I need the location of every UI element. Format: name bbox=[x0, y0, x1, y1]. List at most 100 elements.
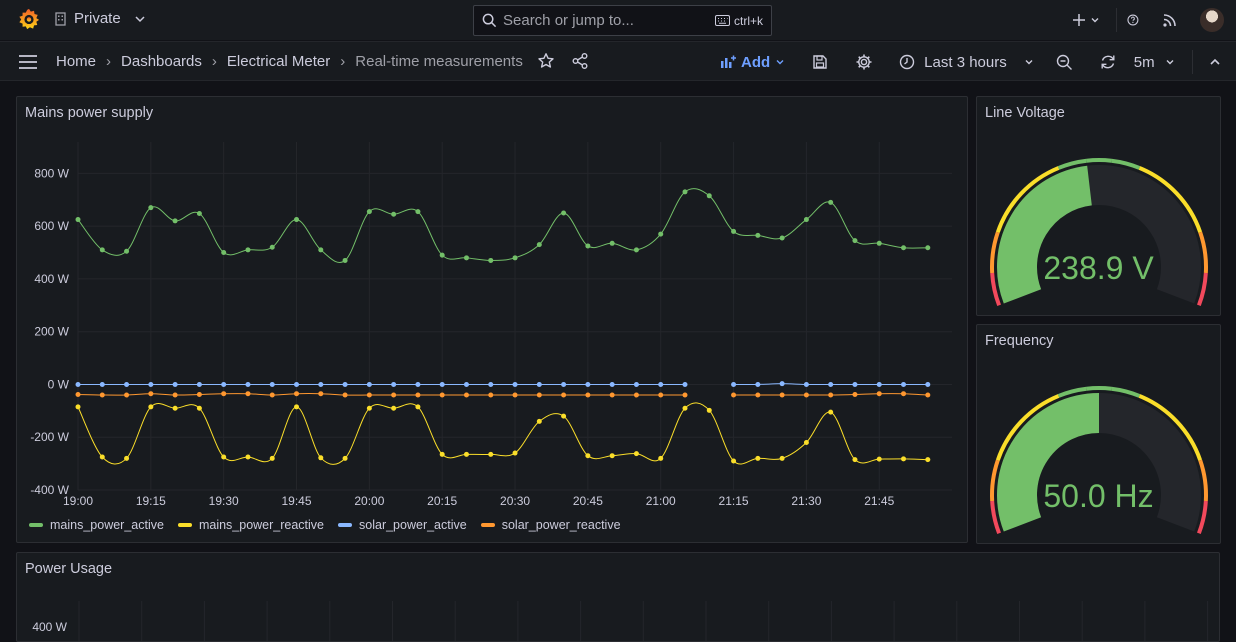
breadcrumb-separator-icon: › bbox=[211, 53, 217, 70]
chevron-down-icon bbox=[1091, 18, 1099, 23]
time-range-picker[interactable]: Last 3 hours bbox=[899, 54, 1034, 71]
data-point bbox=[755, 392, 761, 398]
chart-grid bbox=[77, 142, 952, 491]
data-point bbox=[172, 381, 178, 387]
data-point bbox=[124, 455, 130, 461]
breadcrumb-dashboards[interactable]: Dashboards bbox=[121, 53, 202, 70]
threshold-band bbox=[1197, 500, 1208, 535]
data-point bbox=[391, 392, 397, 398]
breadcrumb-current: Real-time measurements bbox=[355, 53, 523, 70]
data-point bbox=[439, 392, 445, 398]
data-point bbox=[901, 391, 907, 397]
series-line bbox=[77, 393, 685, 396]
data-point bbox=[366, 381, 372, 387]
settings-gear-icon[interactable] bbox=[855, 53, 873, 71]
clock-icon bbox=[899, 54, 915, 70]
data-point bbox=[294, 404, 300, 410]
data-point bbox=[463, 255, 469, 261]
building-icon bbox=[55, 11, 66, 26]
legend-item[interactable]: mains_power_reactive bbox=[177, 518, 324, 532]
data-point bbox=[633, 247, 639, 253]
timeseries-chart[interactable]: 800 W 600 W 400 W 200 W 0 W -200 W -400 W19:00… bbox=[17, 97, 967, 517]
legend-item[interactable]: mains_power_active bbox=[29, 518, 164, 532]
refresh-interval-picker[interactable]: 5m bbox=[1134, 54, 1175, 71]
star-icon[interactable] bbox=[537, 52, 555, 70]
data-point bbox=[658, 231, 664, 237]
data-point bbox=[269, 381, 275, 387]
breadcrumb-home[interactable]: Home bbox=[56, 53, 97, 70]
legend-item[interactable]: solar_power_reactive bbox=[480, 518, 621, 532]
series-mains-power-active bbox=[75, 188, 931, 263]
legend-item[interactable]: solar_power_active bbox=[338, 518, 467, 532]
refresh-icon[interactable] bbox=[1099, 53, 1117, 71]
help-icon[interactable] bbox=[1116, 8, 1140, 32]
collapse-chevron-up-icon[interactable] bbox=[1208, 55, 1222, 69]
search-icon bbox=[482, 13, 497, 28]
data-point bbox=[124, 248, 130, 254]
data-point bbox=[318, 455, 324, 461]
data-point bbox=[682, 392, 688, 398]
data-point bbox=[366, 392, 372, 398]
data-point bbox=[901, 381, 907, 387]
data-point bbox=[439, 252, 445, 258]
gauge-fill bbox=[997, 393, 1100, 532]
data-point bbox=[488, 451, 494, 457]
breadcrumb: Home › Dashboards › Electrical Meter › R… bbox=[56, 53, 523, 70]
share-icon[interactable] bbox=[571, 52, 589, 70]
gauge-fill bbox=[997, 165, 1093, 304]
data-point bbox=[803, 217, 809, 223]
menu-icon[interactable] bbox=[18, 54, 38, 70]
threshold-band bbox=[1086, 386, 1112, 391]
time-range-label: Last 3 hours bbox=[924, 53, 1007, 71]
user-avatar[interactable] bbox=[1200, 8, 1224, 32]
data-point bbox=[731, 392, 737, 398]
grafana-logo-icon[interactable] bbox=[18, 8, 40, 30]
data-point bbox=[463, 451, 469, 457]
data-point bbox=[779, 381, 785, 387]
top-bar: Private Search or jump to... ctrl+k bbox=[0, 0, 1236, 40]
data-point bbox=[803, 381, 809, 387]
search-input[interactable]: Search or jump to... ctrl+k bbox=[473, 5, 772, 36]
x-tick-label: 21:30 bbox=[791, 494, 821, 508]
breadcrumb-folder[interactable]: Electrical Meter bbox=[226, 53, 331, 70]
org-label: Private bbox=[74, 10, 121, 27]
data-point bbox=[342, 392, 348, 398]
data-point bbox=[342, 257, 348, 263]
data-point bbox=[561, 381, 567, 387]
data-point bbox=[318, 247, 324, 253]
threshold-band bbox=[990, 231, 1000, 274]
org-switcher[interactable]: Private bbox=[54, 10, 147, 27]
save-icon[interactable] bbox=[812, 54, 828, 70]
data-point bbox=[925, 381, 931, 387]
data-point bbox=[682, 405, 688, 411]
data-point bbox=[366, 405, 372, 411]
mains-power-panel[interactable]: Mains power supply 800 W 600 W 400 W 200 W 0… bbox=[16, 96, 968, 543]
line-voltage-panel[interactable]: Line Voltage 238.9 V bbox=[976, 96, 1221, 316]
data-point bbox=[196, 405, 202, 411]
legend-label: solar_power_active bbox=[359, 518, 467, 532]
new-menu-button[interactable] bbox=[1072, 13, 1100, 27]
chart-legend: mains_power_active mains_power_reactive so… bbox=[29, 518, 621, 532]
data-point bbox=[828, 409, 834, 415]
breadcrumb-separator-icon: › bbox=[340, 53, 346, 70]
add-button-label: Add bbox=[741, 53, 771, 71]
data-point bbox=[124, 381, 130, 387]
rss-news-icon[interactable] bbox=[1162, 12, 1178, 28]
panel-title: Frequency bbox=[985, 333, 1054, 349]
zoom-out-icon[interactable] bbox=[1056, 54, 1073, 71]
x-tick-label: 21:45 bbox=[864, 494, 894, 508]
panel-title: Power Usage bbox=[25, 561, 113, 577]
threshold-band bbox=[1057, 158, 1087, 170]
data-point bbox=[876, 381, 882, 387]
chevron-down-icon bbox=[1025, 60, 1033, 65]
threshold-band bbox=[990, 459, 1000, 502]
data-point bbox=[196, 210, 202, 216]
data-point bbox=[536, 381, 542, 387]
data-point bbox=[294, 381, 300, 387]
data-point bbox=[221, 391, 227, 397]
add-button[interactable]: Add bbox=[720, 54, 785, 71]
gauge-value: 238.9 V bbox=[1043, 250, 1154, 286]
legend-label: mains_power_active bbox=[50, 518, 164, 532]
data-point bbox=[828, 381, 834, 387]
frequency-panel[interactable]: Frequency 50.0 Hz bbox=[976, 324, 1221, 544]
